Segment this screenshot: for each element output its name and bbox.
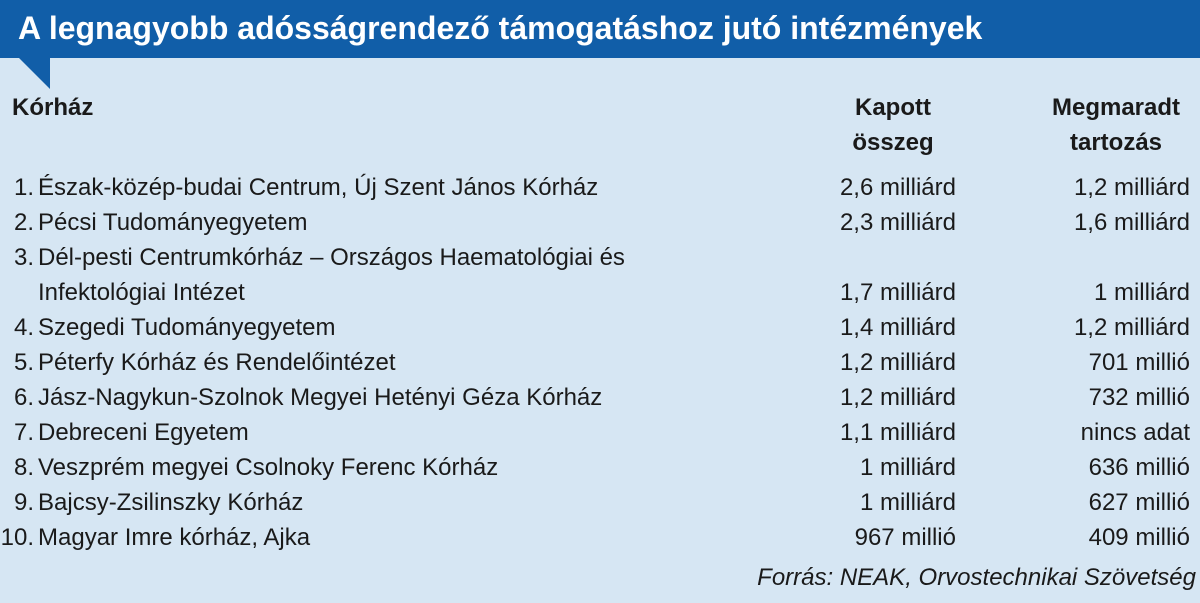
table-row: 6. Jász-Nagykun-Szolnok Megyei Hetényi Gé…: [0, 380, 1200, 415]
remaining-debt: 1,6 milliárd: [1073, 209, 1190, 236]
title: A legnagyobb adósságrendező támogatáshoz…: [18, 10, 983, 46]
hospital-name: Debreceni Egyetem: [38, 415, 760, 450]
header-text-line: összeg: [852, 129, 934, 156]
remaining-debt: 627 millió: [1088, 489, 1190, 516]
received-amount: 1,1 milliárd: [839, 419, 956, 446]
table-row: 1. Észak-közép-budai Centrum, Új Szent Já…: [0, 170, 1200, 205]
hospital-name: Szegedi Tudományegyetem: [38, 314, 336, 341]
remaining-debt: 732 millió: [1088, 384, 1190, 411]
hospital-name: Magyar Imre kórház, Ajka: [38, 524, 311, 551]
row-number: 4.: [13, 314, 34, 341]
remaining-debt: 701 millió: [1088, 349, 1190, 376]
title-bar: A legnagyobb adósságrendező támogatáshoz…: [0, 0, 1200, 58]
table-row: 10. Magyar Imre kórház, Ajka 967 millió 409…: [0, 520, 1200, 555]
table-row: 8. Veszprém megyei Csolnoky Ferenc Kórház…: [0, 450, 1200, 485]
hospital-name: Veszprém megyei Csolnoky Ferenc Kórház: [38, 454, 499, 481]
row-number: 10.: [0, 524, 34, 551]
received-amount: 2,3 milliárd: [839, 209, 956, 236]
hospital-name-line: Infektológiai Intézet: [38, 279, 245, 306]
header-text-line: tartozás: [1069, 129, 1163, 156]
row-number: 7.: [13, 419, 34, 446]
hospital-name: Szegedi Tudományegyetem: [38, 310, 760, 345]
received-amount: 1,2 milliárd: [839, 384, 956, 411]
row-number: 6.: [13, 384, 34, 411]
header-text-line: Kórház: [12, 94, 94, 121]
hospital-name: Péterfy Kórház és Rendelőintézet: [38, 345, 760, 380]
hospital-name: Bajcsy-Zsilinszky Kórház: [38, 489, 304, 516]
hospital-name: Észak-közép-budai Centrum, Új Szent Jáno…: [38, 170, 760, 205]
table-row: 7. Debreceni Egyetem 1,1 milliárd nincs ada…: [0, 415, 1200, 450]
received-amount: 967 millió: [854, 524, 956, 551]
row-number: 5.: [13, 349, 34, 376]
remaining-debt: 1,2 milliárd: [1073, 174, 1190, 201]
hospital-name: Debreceni Egyetem: [38, 419, 249, 446]
hospital-name: Péterfy Kórház és Rendelőintézet: [38, 349, 396, 376]
hospital-name: Észak-közép-budai Centrum, Új Szent Jáno…: [38, 174, 599, 201]
row-number: 9.: [13, 489, 34, 516]
received-amount: 1,7 milliárd: [839, 279, 956, 306]
remaining-debt: nincs adat: [1080, 419, 1190, 446]
table-body: 1. Észak-közép-budai Centrum, Új Szent Já…: [0, 170, 1200, 555]
source: Forrás: NEAK, Orvostechnikai Szövetség: [757, 564, 1196, 591]
header-text-line: Kapott: [855, 94, 931, 121]
row-number: 2.: [13, 209, 34, 236]
remaining-debt: 1 milliárd: [1093, 279, 1190, 306]
row-number: 8.: [13, 454, 34, 481]
hospital-name: Jász-Nagykun-Szolnok Megyei Hetényi Géza…: [38, 384, 603, 411]
table-row: 2. Pécsi Tudományegyetem 2,3 milliárd 1,6 m…: [0, 205, 1200, 240]
table-row: 3. Dél-pesti Centrumkórház – Országos Hae…: [0, 240, 1200, 310]
title-tail: [18, 57, 50, 89]
column-header: Kapott összeg: [828, 90, 958, 160]
hospital-name: Pécsi Tudományegyetem: [38, 205, 760, 240]
remaining-debt: 1,2 milliárd: [1073, 314, 1190, 341]
hospital-name: Dél-pesti Centrumkórház – Országos Haema…: [38, 240, 760, 310]
row-number: 3.: [13, 244, 34, 271]
hospital-name: Magyar Imre kórház, Ajka: [38, 520, 760, 555]
table-row: 9. Bajcsy-Zsilinszky Kórház 1 milliárd 627 …: [0, 485, 1200, 520]
header-text-line: Megmaradt: [1051, 94, 1181, 121]
received-amount: 1 milliárd: [859, 489, 956, 516]
hospital-name: Veszprém megyei Csolnoky Ferenc Kórház: [38, 450, 760, 485]
hospital-name: Pécsi Tudományegyetem: [38, 209, 308, 236]
received-amount: 2,6 milliárd: [839, 174, 956, 201]
received-amount: 1 milliárd: [859, 454, 956, 481]
hospital-name: Jász-Nagykun-Szolnok Megyei Hetényi Géza…: [38, 380, 760, 415]
received-amount: 1,2 milliárd: [839, 349, 956, 376]
remaining-debt: 636 millió: [1088, 454, 1190, 481]
table-row: 5. Péterfy Kórház és Rendelőintézet 1,2 mi…: [0, 345, 1200, 380]
hospital-name-line: Dél-pesti Centrumkórház – Országos Haema…: [38, 244, 625, 271]
table-row: 4. Szegedi Tudományegyetem 1,4 milliárd 1,2…: [0, 310, 1200, 345]
received-amount: 1,4 milliárd: [839, 314, 956, 341]
column-header: Megmaradt tartozás: [1036, 90, 1196, 160]
row-number: 1.: [13, 174, 34, 201]
remaining-debt: 409 millió: [1088, 524, 1190, 551]
column-header: Kórház: [12, 90, 93, 125]
hospital-name: Bajcsy-Zsilinszky Kórház: [38, 485, 760, 520]
